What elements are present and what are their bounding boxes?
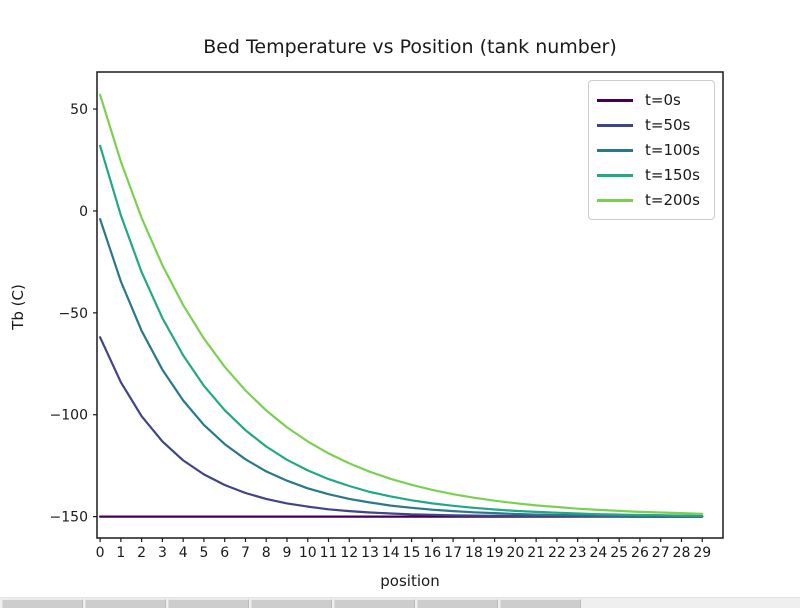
legend-line-swatch xyxy=(597,174,633,177)
toolbar-button[interactable] xyxy=(2,599,83,608)
toolbar-button[interactable] xyxy=(500,599,581,608)
x-tick-label: 6 xyxy=(220,545,229,561)
x-tick-label: 15 xyxy=(403,545,421,561)
legend-label: t=0s xyxy=(645,91,681,109)
x-tick-label: 3 xyxy=(158,545,167,561)
series-line-t=150s xyxy=(98,144,704,517)
x-tick-label: 10 xyxy=(299,545,317,561)
x-tick-label: 1 xyxy=(116,545,125,561)
x-tick-label: 19 xyxy=(486,545,504,561)
chart-title: Bed Temperature vs Position (tank number… xyxy=(203,36,617,58)
legend-item: t=50s xyxy=(597,113,706,138)
toolbar-button[interactable] xyxy=(85,599,166,608)
legend-label: t=150s xyxy=(645,166,700,184)
x-tick-label: 11 xyxy=(320,545,338,561)
toolbar-button[interactable] xyxy=(334,599,415,608)
x-tick-label: 7 xyxy=(241,545,250,561)
legend-item: t=200s xyxy=(597,188,706,213)
x-tick-label: 9 xyxy=(283,545,292,561)
x-tick-label: 28 xyxy=(673,545,691,561)
x-tick-label: 27 xyxy=(652,545,670,561)
legend-item: t=150s xyxy=(597,163,706,188)
y-tick-label: −150 xyxy=(50,510,88,526)
x-tick-label: 16 xyxy=(423,545,441,561)
x-tick-label: 25 xyxy=(610,545,628,561)
x-tick-label: 22 xyxy=(548,545,566,561)
legend-line-swatch xyxy=(597,124,633,127)
legend-label: t=50s xyxy=(645,116,691,134)
legend-line-swatch xyxy=(597,149,633,152)
bottom-toolbar xyxy=(0,597,800,608)
y-tick-label: −100 xyxy=(50,408,88,424)
x-tick-label: 4 xyxy=(179,545,188,561)
x-tick-label: 2 xyxy=(137,545,146,561)
y-tick-label: 0 xyxy=(79,204,88,220)
series-line-t=100s xyxy=(98,218,704,518)
x-tick-label: 23 xyxy=(569,545,587,561)
x-tick-label: 18 xyxy=(465,545,483,561)
x-tick-label: 12 xyxy=(340,545,358,561)
x-tick-label: 20 xyxy=(506,545,524,561)
legend: t=0s t=50s t=100s t=150s t=200s xyxy=(588,80,715,220)
x-tick-label: 8 xyxy=(262,545,271,561)
x-tick-label: 17 xyxy=(444,545,462,561)
toolbar-button[interactable] xyxy=(168,599,249,608)
legend-label: t=200s xyxy=(645,191,700,209)
x-tick-label: 26 xyxy=(631,545,649,561)
y-axis-label: Tb (C) xyxy=(9,284,27,330)
toolbar-button[interactable] xyxy=(251,599,332,608)
legend-line-swatch xyxy=(597,199,633,202)
x-axis-label: position xyxy=(380,572,440,590)
series-line-t=200s xyxy=(98,93,704,515)
x-tick-label: 14 xyxy=(382,545,400,561)
legend-item: t=100s xyxy=(597,138,706,163)
x-tick-label: 13 xyxy=(361,545,379,561)
x-tick-label: 24 xyxy=(590,545,608,561)
x-tick-label: 21 xyxy=(527,545,545,561)
y-tick-label: 50 xyxy=(70,102,88,118)
legend-label: t=100s xyxy=(645,141,700,159)
legend-line-swatch xyxy=(597,99,633,102)
axes-spines xyxy=(96,71,724,539)
x-tick-label: 0 xyxy=(96,545,105,561)
y-tick-label: −50 xyxy=(58,306,88,322)
x-tick-label: 29 xyxy=(693,545,711,561)
legend-item: t=0s xyxy=(597,88,706,113)
x-tick-label: 5 xyxy=(199,545,208,561)
toolbar-button[interactable] xyxy=(417,599,498,608)
